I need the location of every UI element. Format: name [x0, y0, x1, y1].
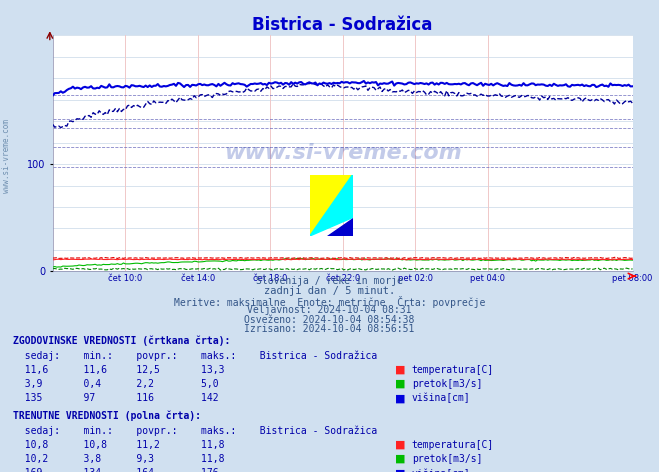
Text: ■: ■ [395, 379, 406, 389]
Text: TRENUTNE VREDNOSTI (polna črta):: TRENUTNE VREDNOSTI (polna črta): [13, 410, 201, 421]
Text: Slovenija / reke in morje: Slovenija / reke in morje [256, 276, 403, 286]
Text: ZGODOVINSKE VREDNOSTI (črtkana črta):: ZGODOVINSKE VREDNOSTI (črtkana črta): [13, 335, 231, 346]
Text: sedaj:    min.:    povpr.:    maks.:    Bistrica - Sodražica: sedaj: min.: povpr.: maks.: Bistrica - S… [13, 426, 378, 436]
Polygon shape [310, 175, 353, 236]
Text: 11,6      11,6     12,5       13,3: 11,6 11,6 12,5 13,3 [13, 365, 225, 375]
Text: temperatura[C]: temperatura[C] [412, 440, 494, 450]
Text: www.si-vreme.com: www.si-vreme.com [224, 143, 461, 163]
Text: 169       134      164        176: 169 134 164 176 [13, 468, 219, 472]
Text: višina[cm]: višina[cm] [412, 468, 471, 472]
Text: Osveženo: 2024-10-04 08:54:38: Osveženo: 2024-10-04 08:54:38 [244, 315, 415, 325]
Text: ■: ■ [395, 365, 406, 375]
Text: Veljavnost: 2024-10-04 08:31: Veljavnost: 2024-10-04 08:31 [247, 305, 412, 315]
Text: 135       97       116        142: 135 97 116 142 [13, 393, 219, 403]
Text: sedaj:    min.:    povpr.:    maks.:    Bistrica - Sodražica: sedaj: min.: povpr.: maks.: Bistrica - S… [13, 351, 378, 361]
Text: pretok[m3/s]: pretok[m3/s] [412, 379, 482, 389]
Title: Bistrica - Sodražica: Bistrica - Sodražica [252, 16, 433, 34]
Text: 10,2      3,8      9,3        11,8: 10,2 3,8 9,3 11,8 [13, 454, 225, 464]
Text: 10,8      10,8     11,2       11,8: 10,8 10,8 11,2 11,8 [13, 440, 225, 450]
Text: ■: ■ [395, 468, 406, 472]
Text: ■: ■ [395, 454, 406, 464]
Text: zadnji dan / 5 minut.: zadnji dan / 5 minut. [264, 286, 395, 295]
Text: ■: ■ [395, 393, 406, 403]
Polygon shape [327, 218, 353, 236]
Text: višina[cm]: višina[cm] [412, 393, 471, 404]
Text: Izrisano: 2024-10-04 08:56:51: Izrisano: 2024-10-04 08:56:51 [244, 324, 415, 334]
Text: www.si-vreme.com: www.si-vreme.com [2, 119, 11, 193]
Text: temperatura[C]: temperatura[C] [412, 365, 494, 375]
Text: pretok[m3/s]: pretok[m3/s] [412, 454, 482, 464]
Text: ■: ■ [395, 440, 406, 450]
Text: 3,9       0,4      2,2        5,0: 3,9 0,4 2,2 5,0 [13, 379, 219, 389]
Polygon shape [310, 175, 353, 236]
Text: Meritve: maksimalne  Enote: metrične  Črta: povprečje: Meritve: maksimalne Enote: metrične Črta… [174, 296, 485, 308]
